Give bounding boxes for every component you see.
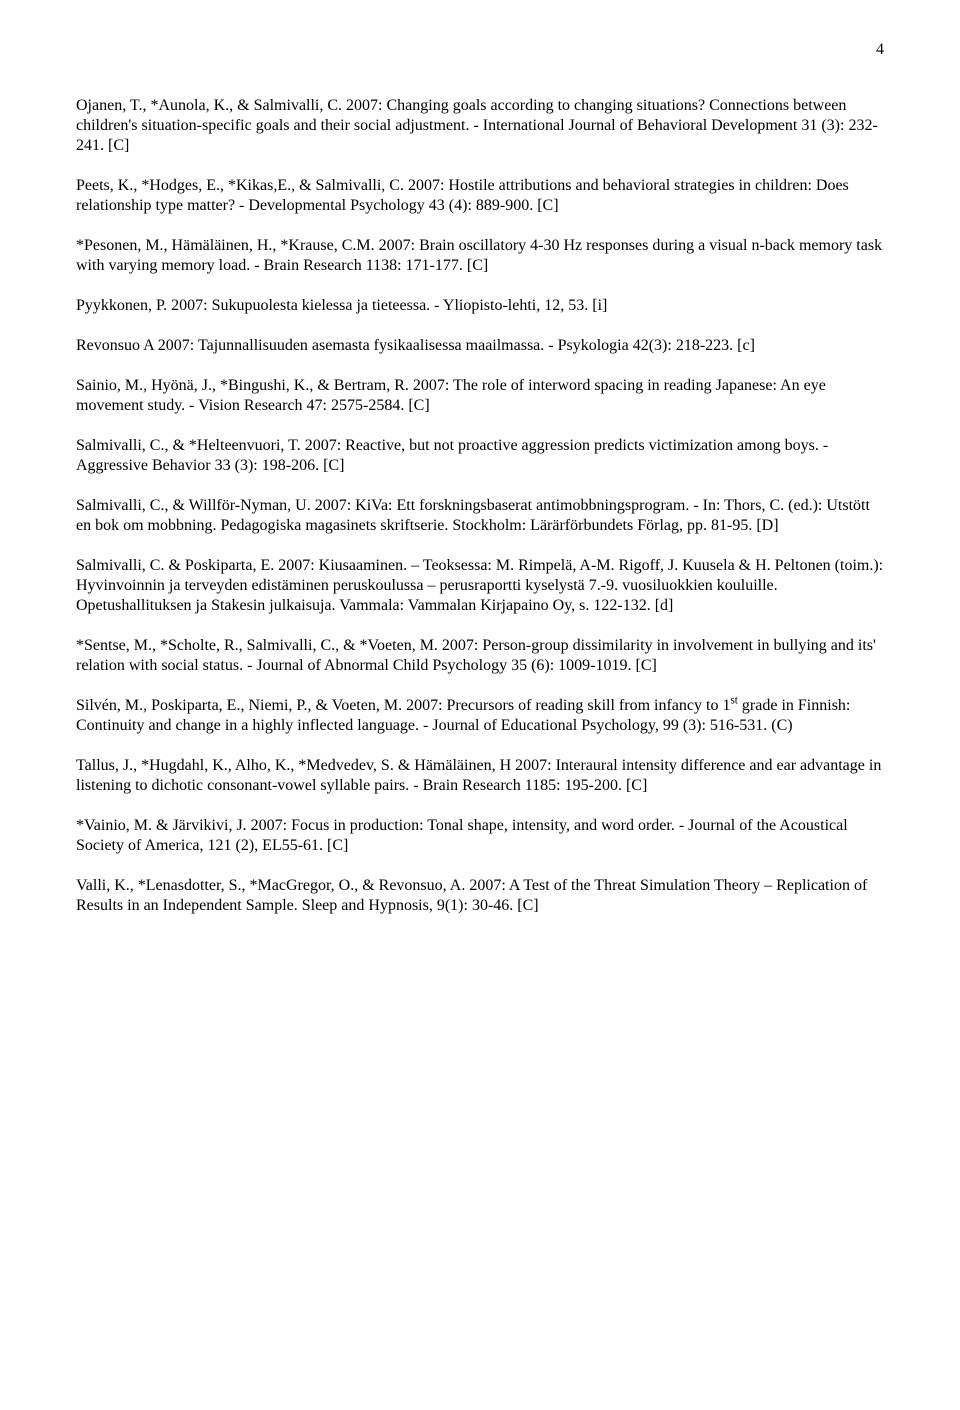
- reference-entry: *Pesonen, M., Hämäläinen, H., *Krause, C…: [76, 236, 884, 276]
- reference-entry: Peets, K., *Hodges, E., *Kikas,E., & Sal…: [76, 176, 884, 216]
- reference-entry: Salmivalli, C., & Willför-Nyman, U. 2007…: [76, 496, 884, 536]
- reference-entry: Silvén, M., Poskiparta, E., Niemi, P., &…: [76, 696, 884, 736]
- reference-entry: *Vainio, M. & Järvikivi, J. 2007: Focus …: [76, 816, 884, 856]
- reference-entry: Salmivalli, C., & *Helteenvuori, T. 2007…: [76, 436, 884, 476]
- reference-entry: Tallus, J., *Hugdahl, K., Alho, K., *Med…: [76, 756, 884, 796]
- reference-entry: Sainio, M., Hyönä, J., *Bingushi, K., & …: [76, 376, 884, 416]
- page-number: 4: [76, 40, 884, 60]
- reference-entry: Valli, K., *Lenasdotter, S., *MacGregor,…: [76, 876, 884, 916]
- reference-entry: Revonsuo A 2007: Tajunnallisuuden asemas…: [76, 336, 884, 356]
- reference-entry: *Sentse, M., *Scholte, R., Salmivalli, C…: [76, 636, 884, 676]
- reference-entry: Ojanen, T., *Aunola, K., & Salmivalli, C…: [76, 96, 884, 156]
- references-list: Ojanen, T., *Aunola, K., & Salmivalli, C…: [76, 96, 884, 916]
- reference-entry: Salmivalli, C. & Poskiparta, E. 2007: Ki…: [76, 556, 884, 616]
- reference-entry: Pyykkonen, P. 2007: Sukupuolesta kieless…: [76, 296, 884, 316]
